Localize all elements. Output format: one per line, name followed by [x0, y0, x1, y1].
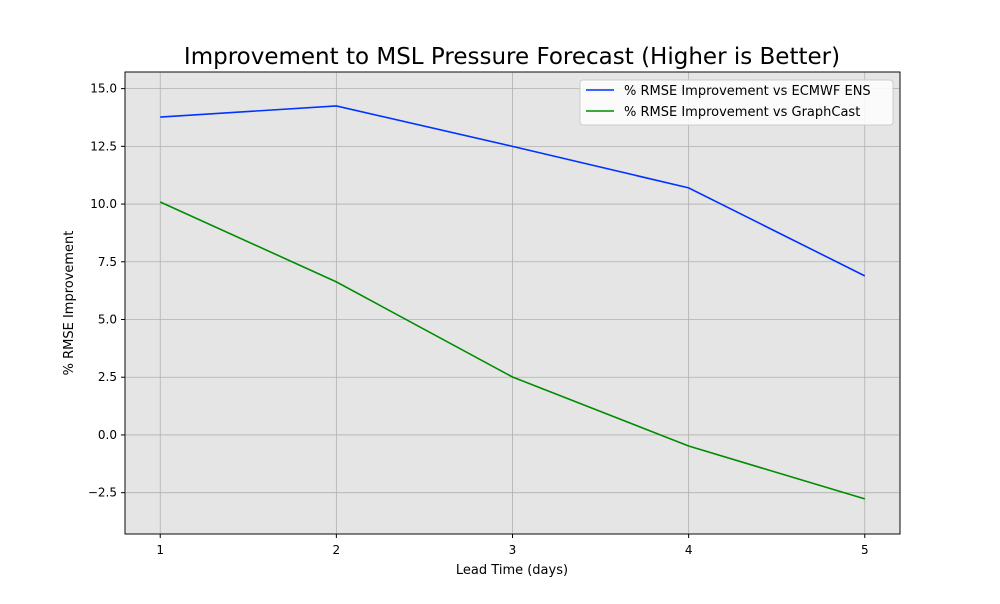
- chart-title: Improvement to MSL Pressure Forecast (Hi…: [184, 44, 840, 70]
- x-tick-label: 3: [509, 543, 517, 557]
- x-tick-label: 2: [333, 543, 341, 557]
- y-tick-label: 2.5: [98, 370, 117, 384]
- y-tick-label: 15.0: [90, 82, 117, 96]
- y-tick-label: 0.0: [98, 428, 117, 442]
- y-tick-label: 5.0: [98, 313, 117, 327]
- y-tick-label: 12.5: [90, 139, 117, 153]
- y-axis-label: % RMSE Improvement: [62, 231, 77, 376]
- x-tick-label: 4: [685, 543, 693, 557]
- y-tick-label: 7.5: [98, 255, 117, 269]
- x-axis-label: Lead Time (days): [456, 563, 568, 578]
- y-tick-label: 10.0: [90, 197, 117, 211]
- x-tick-label: 5: [861, 543, 869, 557]
- x-tick-label: 1: [156, 543, 164, 557]
- legend-label-ecmwf: % RMSE Improvement vs ECMWF ENS: [624, 84, 871, 99]
- legend: % RMSE Improvement vs ECMWF ENS % RMSE I…: [580, 80, 893, 125]
- legend-label-graphcast: % RMSE Improvement vs GraphCast: [624, 105, 860, 120]
- y-tick-label: −2.5: [88, 486, 117, 500]
